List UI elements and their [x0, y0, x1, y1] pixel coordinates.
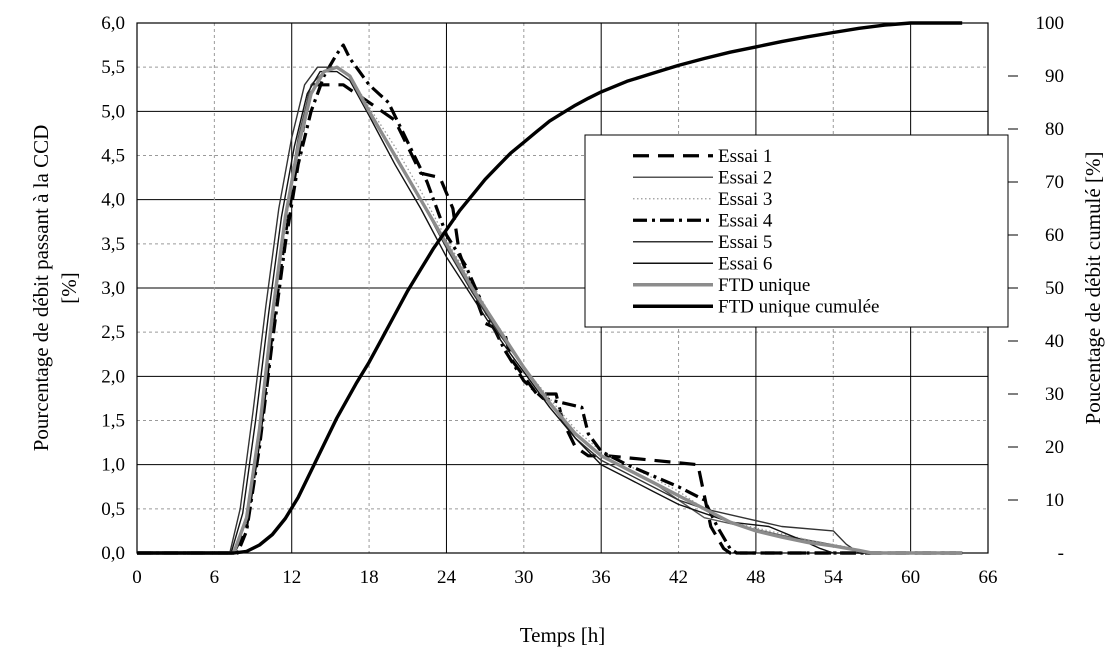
y-right-tick-label: 60 [1045, 225, 1064, 246]
legend-item: FTD unique cumulée [633, 296, 879, 317]
legend-label: Essai 4 [718, 210, 773, 231]
y-left-tick-label: 5,0 [101, 101, 125, 122]
legend-item: Essai 2 [633, 167, 772, 188]
y-right-tick-label: 80 [1045, 119, 1064, 140]
x-tick-label: 30 [514, 567, 533, 588]
y-right-axis-title: Poucentage de débit cumulé [%] [1081, 152, 1105, 425]
x-tick-label: 66 [979, 567, 998, 588]
legend-label: Essai 1 [718, 146, 772, 167]
y-left-tick-label: 0,0 [101, 543, 125, 564]
x-tick-label: 42 [669, 567, 688, 588]
y-left-tick-label: 1,0 [101, 455, 125, 476]
y-left-tick-label: 2,0 [101, 366, 125, 387]
y-left-axis-title-line2: [%] [57, 272, 81, 303]
x-tick-label: 60 [901, 567, 920, 588]
y-left-tick-labels: 0,0 0,5 1,0 1,5 2,0 2,5 3,0 3,5 4,0 4,5 5,0 5,5 6,0 [101, 13, 125, 564]
y-left-axis-title-line1: Pourcentage de débit passant à la CCD [29, 125, 53, 452]
x-tick-labels: 0 6 12 18 24 30 36 42 48 54 60 66 [132, 567, 997, 588]
y-right-tick-label: 100 [1036, 13, 1065, 34]
series-line-5 [137, 66, 963, 554]
legend-label: FTD unique [718, 275, 810, 296]
x-tick-label: 48 [746, 567, 765, 588]
series-layer [137, 21, 963, 555]
y-right-tick-label: 50 [1045, 278, 1064, 299]
legend-label: FTD unique cumulée [718, 296, 879, 317]
y-right-tick-label: - [1058, 543, 1064, 564]
y-left-tick-label: 6,0 [101, 13, 125, 34]
y-left-tick-label: 3,5 [101, 234, 125, 255]
x-tick-label: 12 [282, 567, 301, 588]
x-tick-label: 36 [592, 567, 611, 588]
x-axis-title: Temps [h] [520, 623, 605, 647]
legend-item: Essai 4 [633, 210, 773, 231]
y-right-tick-labels: - 10 20 30 40 50 60 70 80 90 100 [1036, 13, 1065, 564]
legend-item: Essai 1 [633, 146, 772, 167]
legend-item: FTD unique [633, 275, 810, 296]
y-left-tick-label: 3,0 [101, 278, 125, 299]
series-line-7 [137, 65, 963, 555]
series-line-8 [137, 21, 963, 555]
y-right-tick-label: 40 [1045, 331, 1064, 352]
y-right-tick-label: 70 [1045, 172, 1064, 193]
x-tick-label: 54 [824, 567, 844, 588]
y-right-tick-label: 30 [1045, 384, 1064, 405]
x-tick-label: 24 [437, 567, 457, 588]
y-left-tick-label: 5,5 [101, 57, 125, 78]
legend-label: Essai 6 [718, 253, 772, 274]
y-left-tick-label: 4,5 [101, 146, 125, 167]
y-left-tick-label: 1,5 [101, 411, 125, 432]
y-left-tick-label: 2,5 [101, 322, 125, 343]
legend-label: Essai 2 [718, 167, 772, 188]
legend-item: Essai 6 [633, 253, 772, 274]
x-tick-label: 0 [132, 567, 142, 588]
legend-label: Essai 5 [718, 232, 772, 253]
series-line-4 [137, 43, 963, 555]
y-right-tick-label: 20 [1045, 437, 1064, 458]
legend-item: Essai 5 [633, 232, 772, 253]
y-left-tick-label: 4,0 [101, 190, 125, 211]
legend-item: Essai 3 [633, 189, 772, 210]
x-tick-label: 6 [210, 567, 220, 588]
legend-box [584, 134, 1009, 328]
legend-label: Essai 3 [718, 189, 772, 210]
y-right-tick-label: 10 [1045, 490, 1064, 511]
x-tick-label: 18 [360, 567, 379, 588]
y-right-tick-label: 90 [1045, 66, 1064, 87]
y-left-tick-label: 0,5 [101, 499, 125, 520]
series-line-1 [137, 83, 963, 555]
